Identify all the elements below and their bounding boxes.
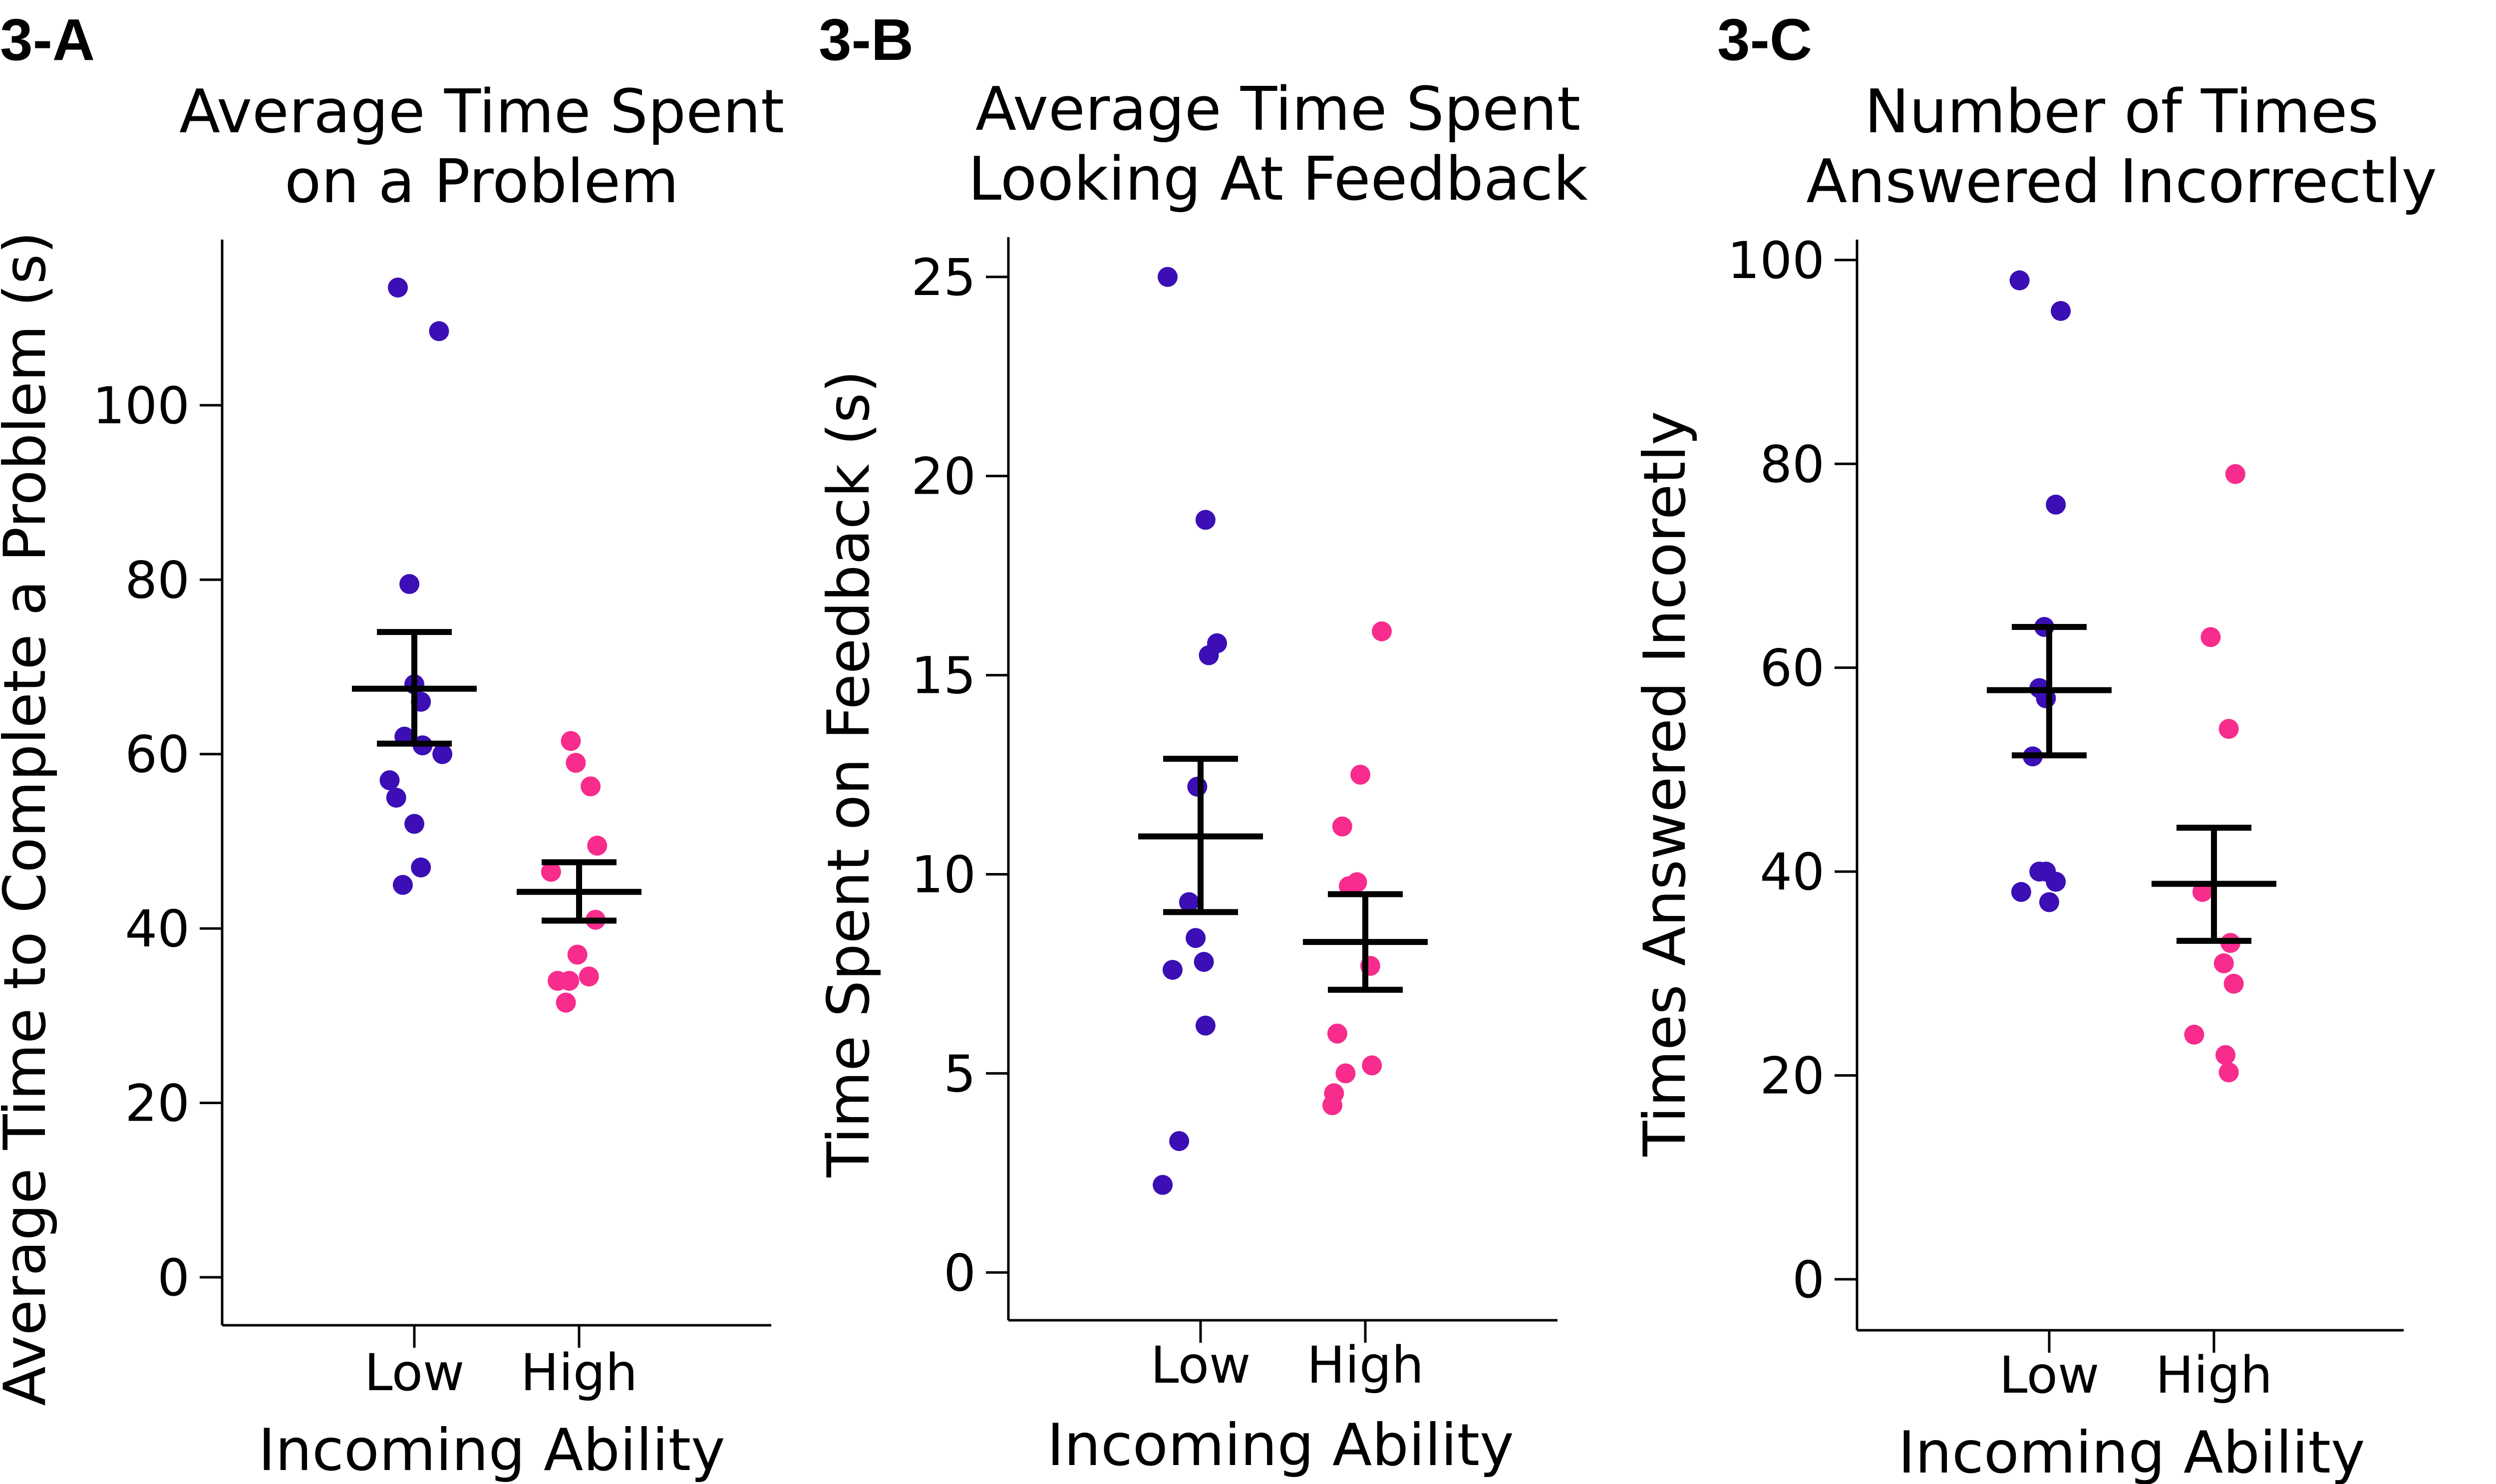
x-tick-label: Low (1999, 1346, 2100, 1405)
data-point-high (587, 836, 608, 856)
y-axis-label: Average Time to Complete a Problem (s) (0, 231, 59, 1406)
x-axis-label: Incoming Ability (1047, 1412, 1514, 1479)
data-point-low (1179, 892, 1199, 912)
y-axis-label: Time Spent on Feedback (s) (815, 370, 883, 1178)
x-tick-label: Low (1151, 1336, 1251, 1395)
data-point-low (429, 321, 449, 341)
data-point-low (1186, 928, 1206, 948)
data-point-low (392, 875, 413, 895)
chart-title-line: Average Time Spent (975, 75, 1580, 144)
data-point-high (2192, 882, 2212, 902)
chart-title-line: Number of Times (1865, 77, 2379, 147)
data-point-high (2225, 464, 2245, 484)
y-tick-label: 25 (911, 248, 976, 307)
y-tick-label: 40 (125, 899, 190, 959)
x-tick-label: High (2156, 1346, 2272, 1405)
data-point-high (566, 753, 586, 773)
data-point-high (561, 731, 581, 751)
data-point-low (1162, 959, 1183, 980)
data-point-high (541, 862, 561, 882)
x-axis-label: Incoming Ability (258, 1417, 725, 1484)
data-point-low (388, 278, 408, 298)
data-point-high (2218, 719, 2239, 739)
y-tick-label: 60 (1760, 639, 1825, 698)
data-point-high (1362, 1055, 1382, 1076)
data-point-high (2223, 973, 2244, 994)
chart-title-line: on a Problem (285, 147, 679, 217)
data-point-low (379, 770, 400, 791)
y-tick-label: 80 (125, 551, 190, 610)
y-tick-label: 0 (943, 1243, 976, 1303)
data-point-low (432, 744, 453, 764)
panel-label: 3-B (819, 7, 914, 73)
data-point-high (2213, 953, 2234, 973)
y-tick-label: 60 (125, 725, 190, 785)
y-tick-label: 100 (92, 376, 190, 436)
y-tick-label: 40 (1760, 843, 1825, 902)
y-tick-label: 15 (911, 646, 976, 706)
y-tick-label: 80 (1760, 435, 1825, 494)
data-point-high (1350, 765, 1371, 785)
data-point-high (1332, 816, 1352, 837)
chart-title-line: Looking At Feedback (968, 145, 1588, 214)
data-point-low (2011, 882, 2031, 902)
data-point-high (1327, 1023, 1347, 1044)
data-point-low (1153, 1175, 1173, 1195)
chart-title-line: Answered Incorrectly (1806, 147, 2437, 217)
data-point-high (559, 970, 580, 991)
data-point-low (2046, 494, 2066, 515)
panel-label: 3-C (1717, 7, 1812, 73)
data-point-low (1195, 1015, 1216, 1036)
data-point-low (1194, 951, 1214, 972)
y-tick-label: 20 (1760, 1046, 1825, 1106)
data-point-low (386, 788, 406, 808)
data-point-high (2200, 627, 2221, 647)
data-point-high (1322, 1095, 1342, 1116)
y-tick-label: 0 (157, 1248, 190, 1308)
y-tick-label: 10 (911, 845, 976, 904)
data-point-high (579, 966, 599, 987)
data-point-low (404, 814, 424, 834)
data-point-high (2215, 1045, 2236, 1065)
data-point-low (2051, 300, 2071, 321)
data-point-low (1195, 510, 1216, 530)
y-tick-label: 20 (125, 1074, 190, 1134)
data-point-low (1169, 1131, 1190, 1151)
data-point-high (2184, 1024, 2204, 1045)
y-tick-label: 0 (1792, 1250, 1825, 1310)
data-point-low (399, 574, 420, 594)
x-axis-label: Incoming Ability (1898, 1419, 2365, 1484)
data-point-low (1158, 267, 1178, 287)
data-point-high (1335, 1063, 1356, 1084)
x-tick-label: Low (364, 1343, 465, 1403)
data-point-high (567, 944, 588, 965)
x-tick-label: High (1307, 1336, 1424, 1395)
data-point-low (1199, 645, 1219, 665)
data-point-high (1372, 621, 1392, 641)
y-tick-label: 100 (1727, 231, 1825, 291)
data-point-low (2039, 892, 2059, 912)
data-point-low (411, 857, 431, 878)
y-tick-label: 5 (943, 1044, 976, 1104)
data-point-low (1187, 776, 1208, 797)
y-axis-label: Times Answered Incoretly (1631, 411, 1699, 1157)
data-point-low (2046, 872, 2066, 892)
data-point-low (2009, 270, 2030, 291)
panel-label: 3-A (0, 7, 95, 73)
data-point-high (581, 776, 601, 797)
data-point-high (556, 992, 576, 1013)
data-point-high (2218, 1062, 2239, 1083)
x-tick-label: High (521, 1343, 637, 1403)
chart-title-line: Average Time Spent (179, 77, 784, 147)
y-tick-label: 20 (911, 447, 976, 507)
